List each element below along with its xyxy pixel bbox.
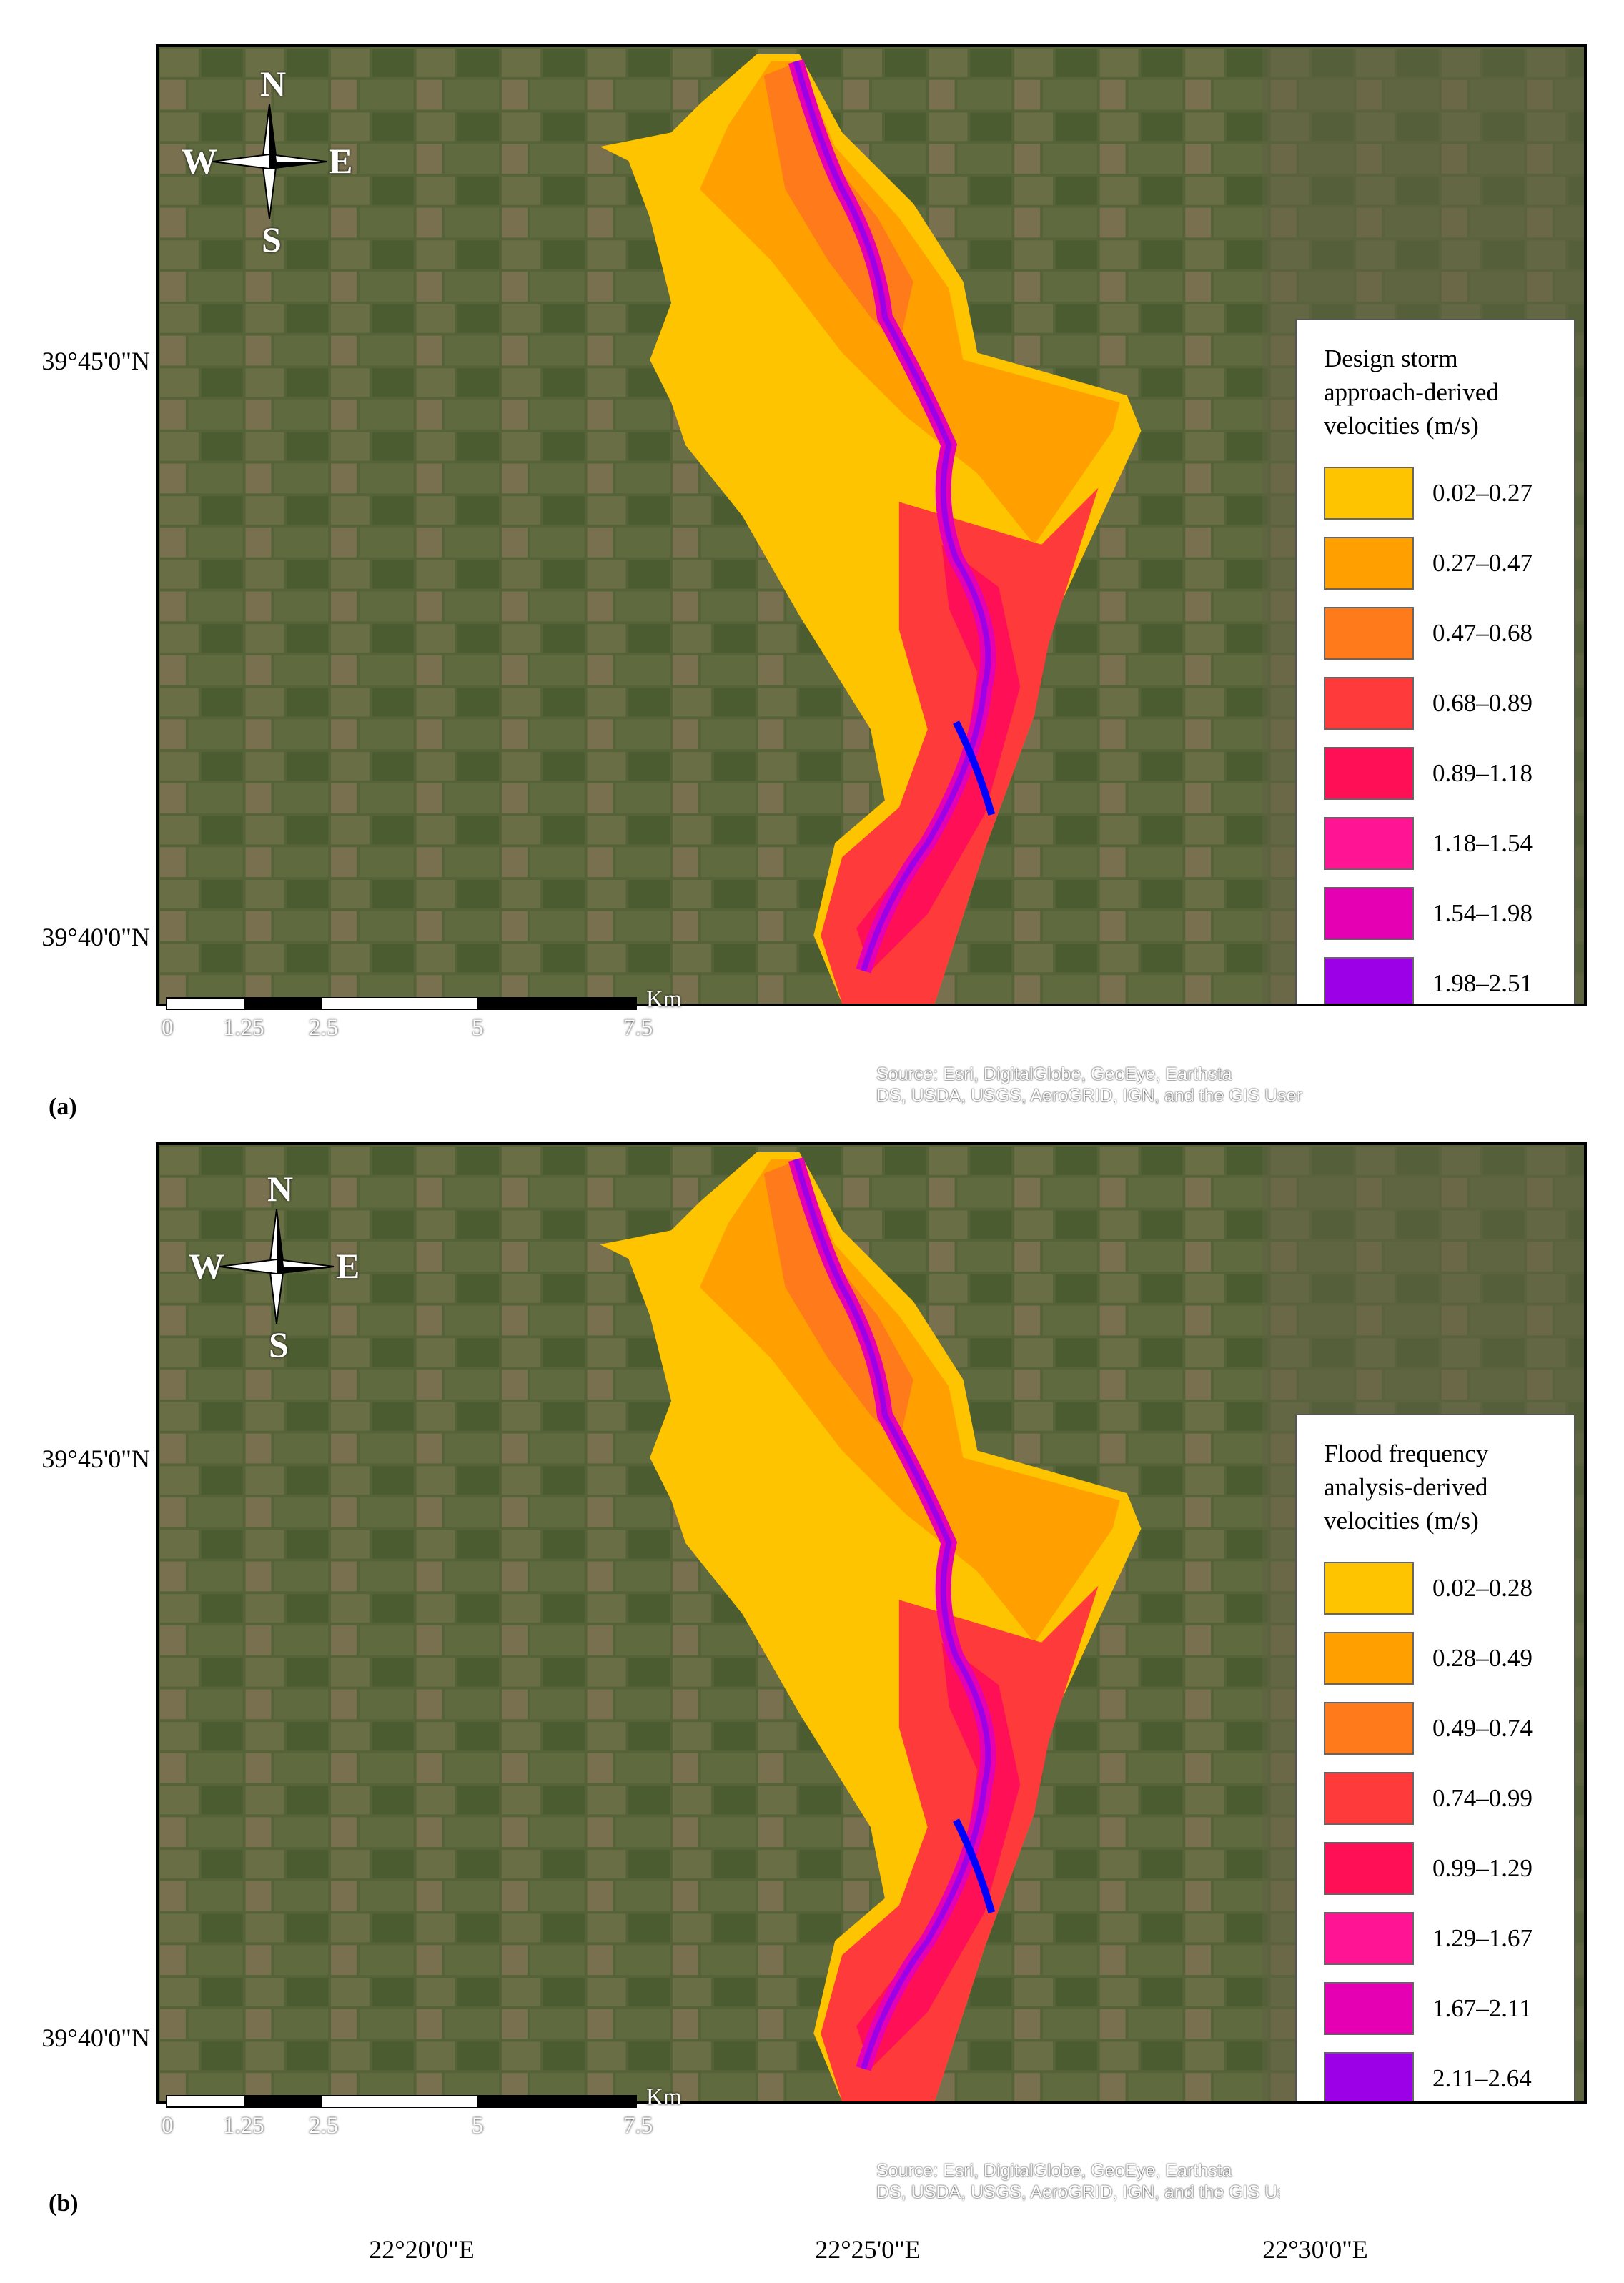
attribution-line-1: Source: Esri, DigitalGlobe, GeoEye, Eart… bbox=[876, 1064, 1232, 1084]
legend-label: 0.27–0.47 bbox=[1432, 549, 1533, 577]
latitude-label: 39°45'0"N bbox=[41, 347, 150, 375]
compass-rose-icon bbox=[212, 104, 327, 219]
attribution-line-2: DS, USDA, USGS, AeroGRID, IGN, and the G… bbox=[876, 2182, 1280, 2202]
legend-swatch bbox=[1324, 1842, 1414, 1895]
legend-item: 0.99–1.29 bbox=[1324, 1833, 1558, 1903]
legend-title: Flood frequency analysis-derived velocit… bbox=[1324, 1440, 1489, 1535]
scale-bar-b: Km 0 1.25 2.5 5 7.5 bbox=[162, 2084, 682, 2151]
legend-label: 0.68–0.89 bbox=[1432, 689, 1533, 717]
latitude-label: 39°40'0"N bbox=[41, 2024, 150, 2052]
legend-item: 1.29–1.67 bbox=[1324, 1903, 1558, 1974]
legend-swatch bbox=[1324, 887, 1414, 940]
longitude-label: 22°30'0"E bbox=[1262, 2235, 1368, 2264]
legend-swatch bbox=[1324, 677, 1414, 730]
longitude-label: 22°25'0"E bbox=[815, 2235, 921, 2264]
scale-bar-a: Km 0 1.25 2.5 5 7.5 bbox=[162, 986, 682, 1054]
legend-item: 0.27–0.47 bbox=[1324, 528, 1558, 598]
legend-item: 0.47–0.68 bbox=[1324, 598, 1558, 668]
legend-item: 0.74–0.99 bbox=[1324, 1763, 1558, 1833]
north-arrow: N S W E bbox=[182, 64, 352, 259]
scale-tick-4: 7.5 bbox=[623, 2113, 653, 2139]
legend-item: 0.49–0.74 bbox=[1324, 1693, 1558, 1763]
legend-item: 0.02–0.27 bbox=[1324, 458, 1558, 528]
scale-tick-2: 2.5 bbox=[309, 1015, 339, 1041]
latitude-label: 39°45'0"N bbox=[41, 1445, 150, 1473]
legend-title: Design storm approach-derived velocities… bbox=[1324, 345, 1499, 440]
legend-label: 1.29–1.67 bbox=[1432, 1924, 1533, 1952]
scale-tick-3: 5 bbox=[472, 1015, 484, 1041]
legend-swatch bbox=[1324, 957, 1414, 1004]
legend-label: 0.74–0.99 bbox=[1432, 1784, 1533, 1812]
attribution-line-1: Source: Esri, DigitalGlobe, GeoEye, Eart… bbox=[876, 2161, 1232, 2181]
scale-tick-0: 0 bbox=[162, 1015, 174, 1041]
legend-b: Flood frequency analysis-derived velocit… bbox=[1295, 1414, 1575, 2101]
legend-label: 0.02–0.27 bbox=[1432, 479, 1533, 507]
latitude-label: 39°40'0"N bbox=[41, 923, 150, 951]
legend-item: 1.54–1.98 bbox=[1324, 878, 1558, 949]
legend-label: 2.11–2.64 bbox=[1432, 2064, 1532, 2092]
compass-east-label: E bbox=[336, 1246, 360, 1286]
legend-a: Design storm approach-derived velocities… bbox=[1295, 319, 1575, 1004]
legend-swatch bbox=[1324, 2052, 1414, 2101]
legend-swatch bbox=[1324, 537, 1414, 590]
legend-label: 0.99–1.29 bbox=[1432, 1854, 1533, 1882]
attribution-a: Source: Esri, DigitalGlobe, GeoEye, Eart… bbox=[876, 1064, 1305, 1106]
panel-label-b: (b) bbox=[49, 2190, 79, 2217]
legend-label: 1.18–1.54 bbox=[1432, 829, 1533, 857]
map-panel-a: N S W E Design storm approach-derived ve… bbox=[156, 44, 1587, 1006]
legend-label: 0.02–0.28 bbox=[1432, 1574, 1533, 1602]
compass-rose-icon bbox=[219, 1209, 335, 1324]
legend-label: 0.47–0.68 bbox=[1432, 619, 1533, 647]
legend-label: 0.28–0.49 bbox=[1432, 1644, 1533, 1672]
compass-east-label: E bbox=[329, 141, 353, 181]
legend-swatch bbox=[1324, 747, 1414, 800]
legend-swatch bbox=[1324, 1562, 1414, 1615]
compass-south-label: S bbox=[269, 1324, 289, 1365]
compass-west-label: W bbox=[189, 1246, 224, 1286]
scale-bar-graphic bbox=[166, 997, 637, 1010]
scale-tick-0: 0 bbox=[162, 2113, 174, 2139]
legend-label: 1.98–2.51 bbox=[1432, 969, 1533, 997]
scale-tick-1: 1.25 bbox=[223, 1015, 264, 1041]
scale-unit: Km bbox=[646, 986, 682, 1012]
legend-label: 0.49–0.74 bbox=[1432, 1714, 1533, 1742]
north-arrow: N S W E bbox=[189, 1169, 360, 1365]
map-panel-b: N S W E Flood frequency analysis-derived… bbox=[156, 1142, 1587, 2104]
legend-swatch bbox=[1324, 817, 1414, 870]
legend-item: 1.18–1.54 bbox=[1324, 808, 1558, 878]
legend-label: 1.67–2.11 bbox=[1432, 1994, 1532, 2022]
scale-tick-2: 2.5 bbox=[309, 2113, 339, 2139]
legend-swatch bbox=[1324, 1772, 1414, 1825]
legend-item: 1.67–2.11 bbox=[1324, 1974, 1558, 2044]
legend-item: 1.98–2.51 bbox=[1324, 949, 1558, 1004]
legend-item: 0.02–0.28 bbox=[1324, 1553, 1558, 1623]
legend-item: 2.11–2.64 bbox=[1324, 2044, 1558, 2101]
attribution-line-2: DS, USDA, USGS, AeroGRID, IGN, and the G… bbox=[876, 1086, 1305, 1106]
compass-north-label: N bbox=[260, 64, 287, 104]
legend-swatch bbox=[1324, 1982, 1414, 2035]
compass-north-label: N bbox=[267, 1169, 294, 1209]
panel-label-a: (a) bbox=[49, 1094, 77, 1120]
scale-tick-4: 7.5 bbox=[623, 1015, 653, 1041]
scale-unit: Km bbox=[646, 2084, 682, 2110]
legend-swatch bbox=[1324, 467, 1414, 520]
legend-swatch bbox=[1324, 1632, 1414, 1685]
scale-tick-3: 5 bbox=[472, 2113, 484, 2139]
longitude-label: 22°20'0"E bbox=[369, 2235, 475, 2264]
legend-label: 1.54–1.98 bbox=[1432, 899, 1533, 927]
compass-south-label: S bbox=[262, 219, 282, 259]
attribution-b: Source: Esri, DigitalGlobe, GeoEye, Eart… bbox=[876, 2160, 1280, 2203]
legend-swatch bbox=[1324, 607, 1414, 660]
legend-item: 0.89–1.18 bbox=[1324, 738, 1558, 808]
legend-label: 0.89–1.18 bbox=[1432, 759, 1533, 787]
legend-item: 0.68–0.89 bbox=[1324, 668, 1558, 738]
legend-swatch bbox=[1324, 1912, 1414, 1965]
scale-tick-1: 1.25 bbox=[223, 2113, 264, 2139]
legend-swatch bbox=[1324, 1702, 1414, 1755]
scale-bar-graphic bbox=[166, 2095, 637, 2108]
compass-west-label: W bbox=[182, 141, 217, 181]
legend-item: 0.28–0.49 bbox=[1324, 1623, 1558, 1693]
